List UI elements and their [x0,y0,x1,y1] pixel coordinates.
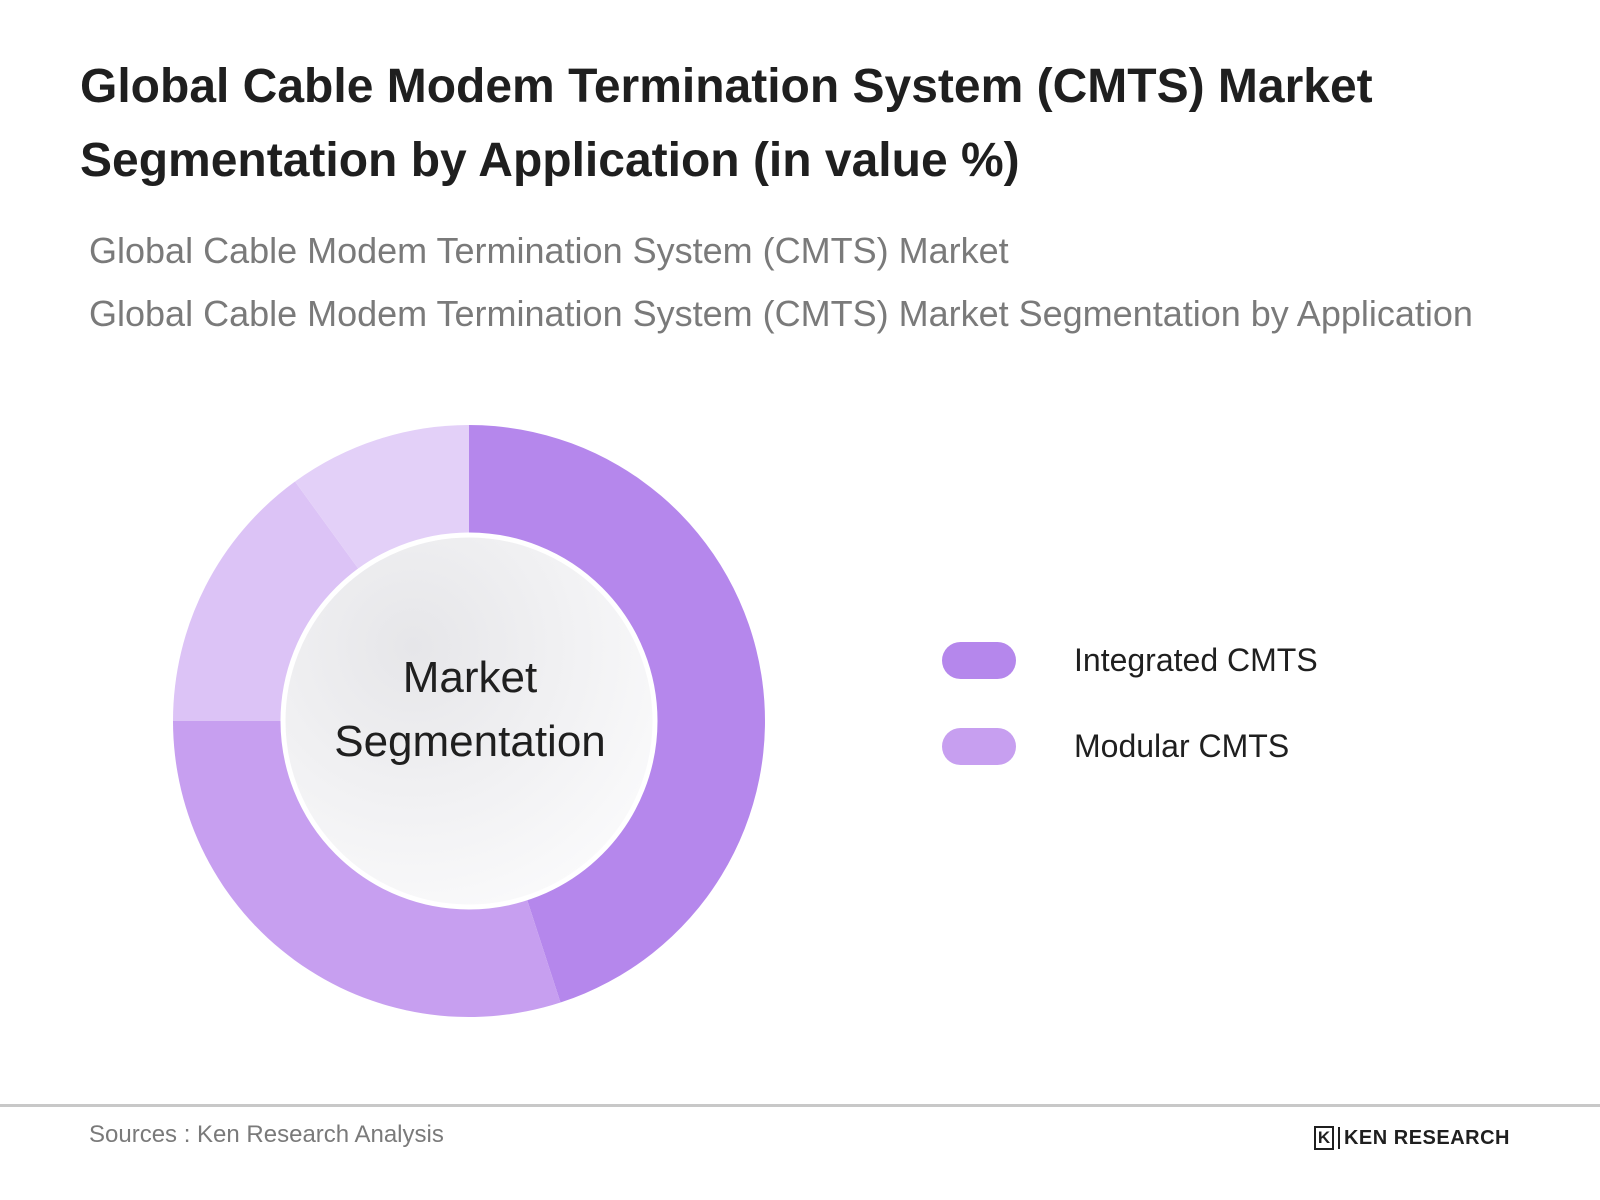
footer-divider [0,1104,1600,1107]
chart-title: Global Cable Modem Termination System (C… [80,60,1373,187]
legend-swatch-integrated-cmts [942,641,1016,679]
donut-hub [280,532,658,910]
brand-logo: K KEN RESEARCH [1313,1126,1510,1150]
chart-subtitle-segmentation: Global Cable Modem Termination System (C… [89,293,1473,334]
legend-label-integrated-cmts: Integrated CMTS [1074,641,1318,678]
legend-item-modular-cmts: Modular CMTS [942,726,1318,766]
brand-separator [1337,1127,1340,1149]
donut-center-label: Market Segmentation [334,653,606,766]
brand-name: KEN RESEARCH [1343,1126,1510,1149]
source-note: Sources : Ken Research Analysis [89,1121,444,1148]
legend-item-integrated-cmts: Integrated CMTS [942,640,1318,680]
chart-legend: Integrated CMTS Modular CMTS [942,640,1318,812]
brand-mark-icon: K [1313,1126,1334,1150]
legend-swatch-modular-cmts [942,727,1016,765]
legend-label-modular-cmts: Modular CMTS [1074,727,1290,764]
chart-subtitle-market: Global Cable Modem Termination System (C… [89,230,1009,271]
